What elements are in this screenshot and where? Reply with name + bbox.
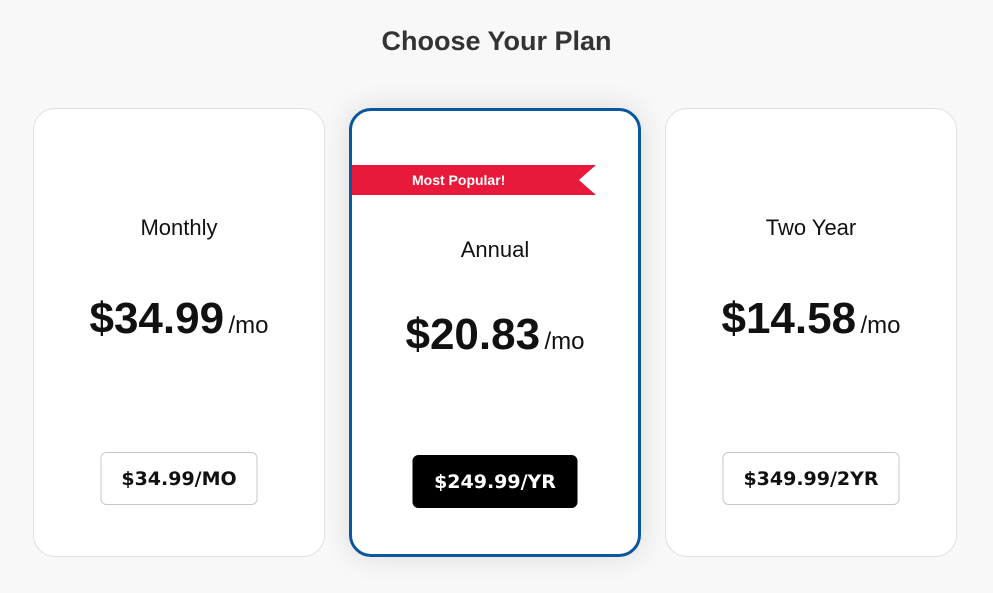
- select-annual-button[interactable]: $249.99/YR: [412, 455, 578, 508]
- select-monthly-button[interactable]: $34.99/MO: [100, 452, 258, 505]
- page-title: Choose Your Plan: [381, 26, 612, 56]
- price-period: /mo: [228, 312, 269, 339]
- price-period: /mo: [860, 312, 901, 339]
- plan-name: Two Year: [765, 215, 857, 240]
- price-amount: $20.83: [405, 310, 541, 359]
- plan-card-annual: Most Popular! Annual $20.83 /mo $249.99/…: [349, 108, 641, 557]
- select-two-year-button[interactable]: $349.99/2YR: [722, 452, 900, 505]
- plan-name: Annual: [460, 237, 530, 262]
- price-amount: $34.99: [89, 294, 225, 343]
- plan-price: $34.99 /mo: [34, 294, 324, 344]
- plan-name: Monthly: [140, 215, 218, 240]
- most-popular-badge: Most Popular!: [352, 165, 596, 195]
- plan-price: $20.83 /mo: [352, 310, 638, 360]
- price-amount: $14.58: [721, 294, 857, 343]
- plan-card-monthly: Monthly $34.99 /mo $34.99/MO: [33, 108, 325, 557]
- plan-card-two-year: Two Year $14.58 /mo $349.99/2YR: [665, 108, 957, 557]
- price-period: /mo: [544, 328, 585, 355]
- plan-price: $14.58 /mo: [666, 294, 956, 344]
